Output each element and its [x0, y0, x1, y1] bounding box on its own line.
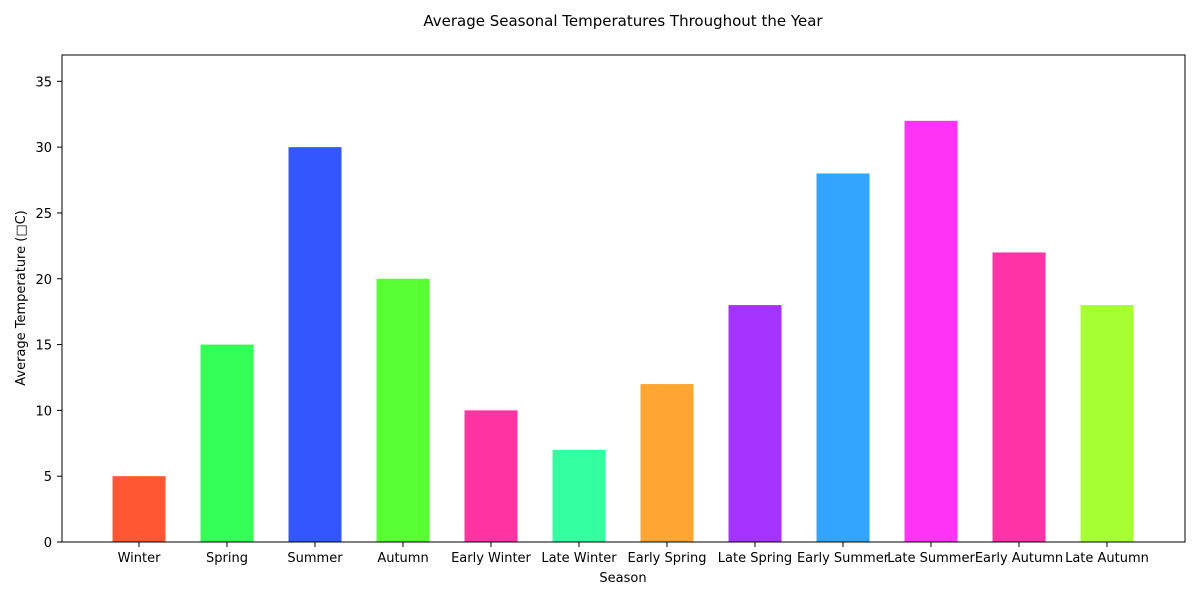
- bar-early-summer: [816, 173, 870, 542]
- y-tick-label: 15: [35, 339, 52, 354]
- x-axis-label: Season: [599, 571, 646, 586]
- x-tick-label: Late Autumn: [1065, 551, 1149, 566]
- bar-late-summer: [904, 120, 958, 542]
- x-tick-label: Winter: [118, 551, 162, 566]
- y-tick-label: 10: [35, 404, 52, 419]
- x-tick-label: Early Winter: [451, 551, 531, 566]
- x-tick-label: Late Summer: [887, 551, 975, 566]
- x-axis: Winter Spring Summer Autumn Early Winter Late…: [118, 542, 1149, 566]
- y-tick-label: 35: [35, 75, 52, 90]
- x-tick-label: Early Summer: [797, 551, 890, 566]
- x-tick-label: Late Winter: [541, 551, 617, 566]
- bar-late-spring: [728, 305, 782, 542]
- x-tick-label: Early Spring: [628, 551, 707, 566]
- x-tick-label: Summer: [287, 551, 343, 566]
- x-tick-label: Early Autumn: [975, 551, 1063, 566]
- x-tick-label: Late Spring: [718, 551, 792, 566]
- bar-early-autumn: [992, 252, 1046, 542]
- bar-late-autumn: [1080, 305, 1134, 542]
- y-axis-label: Average Temperature (□C): [14, 210, 29, 386]
- y-tick-label: 20: [35, 273, 52, 288]
- bars-layer: [112, 120, 1134, 542]
- plot-frame: [61, 54, 1186, 543]
- bar-winter: [112, 476, 166, 542]
- chart-title: Average Seasonal Temperatures Throughout…: [423, 12, 823, 30]
- y-tick-label: 25: [35, 207, 52, 222]
- y-axis: 0 5 10 15 20 25 30 35: [35, 75, 62, 551]
- bar-early-winter: [464, 410, 518, 542]
- y-tick-label: 30: [35, 141, 52, 156]
- bar-early-spring: [640, 384, 694, 542]
- bar-late-winter: [552, 449, 606, 542]
- bar-summer: [288, 147, 342, 542]
- y-tick-label: 0: [44, 536, 52, 551]
- y-tick-label: 5: [44, 470, 52, 485]
- x-tick-label: Spring: [206, 551, 248, 566]
- bar-spring: [200, 344, 254, 542]
- x-tick-label: Autumn: [377, 551, 428, 566]
- bar-autumn: [376, 278, 430, 542]
